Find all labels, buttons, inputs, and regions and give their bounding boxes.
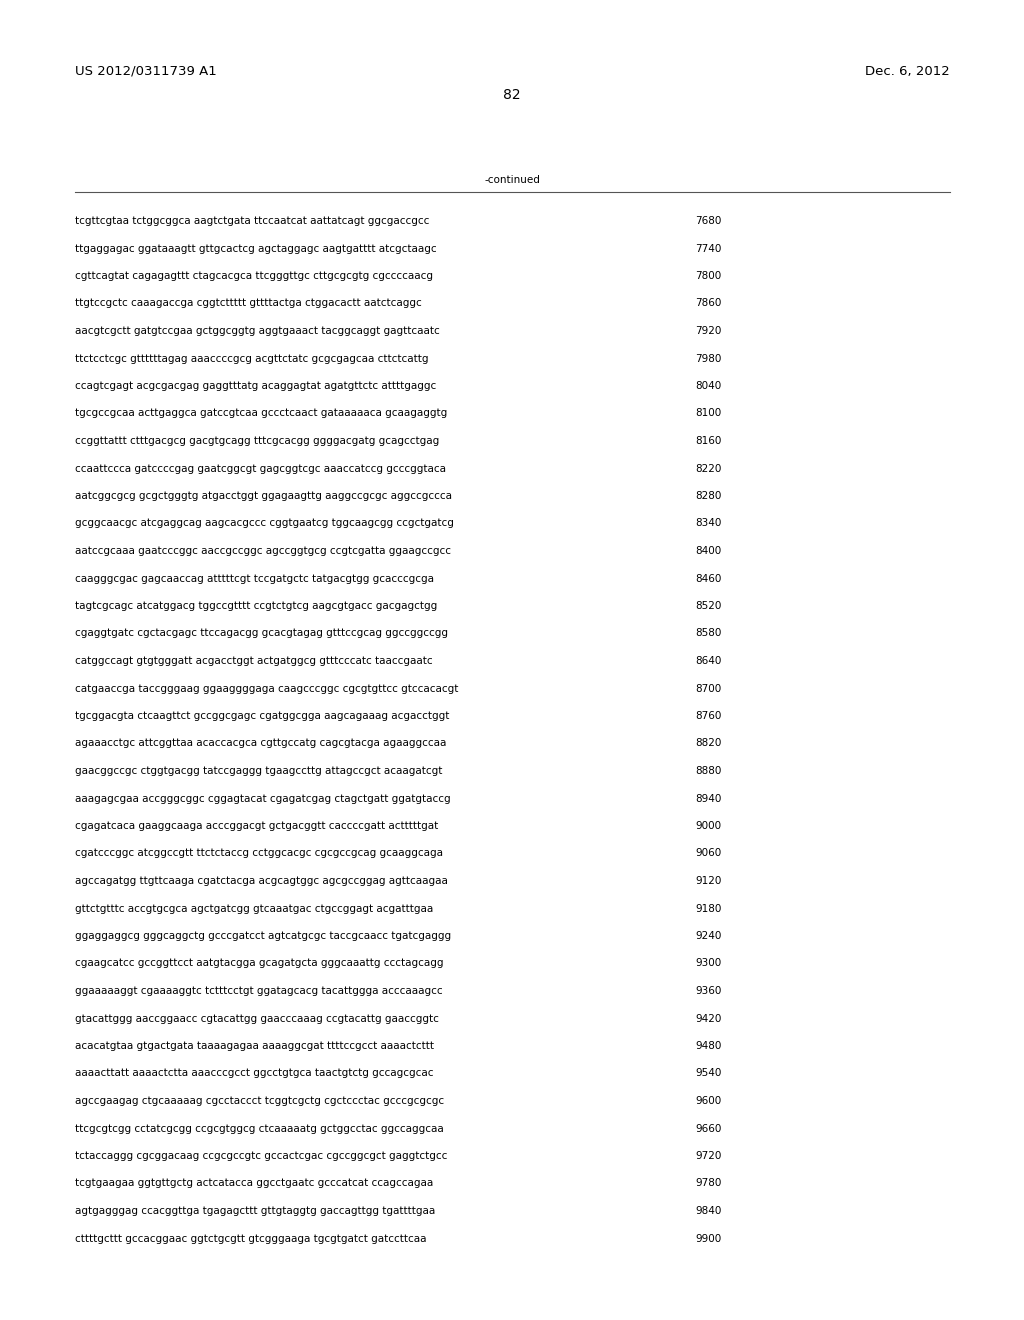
Text: agccagatgg ttgttcaaga cgatctacga acgcagtggc agcgccggag agttcaagaa: agccagatgg ttgttcaaga cgatctacga acgcagt… [75, 876, 447, 886]
Text: 9120: 9120 [695, 876, 721, 886]
Text: cgagatcaca gaaggcaaga acccggacgt gctgacggtt caccccgatt actttttgat: cgagatcaca gaaggcaaga acccggacgt gctgacg… [75, 821, 438, 832]
Text: 9240: 9240 [695, 931, 721, 941]
Text: 8340: 8340 [695, 519, 721, 528]
Text: ggaaaaaggt cgaaaaggtc tctttcctgt ggatagcacg tacattggga acccaaagcc: ggaaaaaggt cgaaaaggtc tctttcctgt ggatagc… [75, 986, 442, 997]
Text: tagtcgcagc atcatggacg tggccgtttt ccgtctgtcg aagcgtgacc gacgagctgg: tagtcgcagc atcatggacg tggccgtttt ccgtctg… [75, 601, 437, 611]
Text: agaaacctgc attcggttaa acaccacgca cgttgccatg cagcgtacga agaaggccaa: agaaacctgc attcggttaa acaccacgca cgttgcc… [75, 738, 446, 748]
Text: 7920: 7920 [695, 326, 721, 337]
Text: ccaattccca gatccccgag gaatcggcgt gagcggtcgc aaaccatccg gcccggtaca: ccaattccca gatccccgag gaatcggcgt gagcggt… [75, 463, 446, 474]
Text: gtacattggg aaccggaacc cgtacattgg gaacccaaag ccgtacattg gaaccggtc: gtacattggg aaccggaacc cgtacattgg gaaccca… [75, 1014, 439, 1023]
Text: aatccgcaaa gaatcccggc aaccgccggc agccggtgcg ccgtcgatta ggaagccgcc: aatccgcaaa gaatcccggc aaccgccggc agccggt… [75, 546, 451, 556]
Text: cgatcccggc atcggccgtt ttctctaccg cctggcacgc cgcgccgcag gcaaggcaga: cgatcccggc atcggccgtt ttctctaccg cctggca… [75, 849, 443, 858]
Text: 9360: 9360 [695, 986, 721, 997]
Text: 8940: 8940 [695, 793, 721, 804]
Text: 9660: 9660 [695, 1123, 721, 1134]
Text: 9720: 9720 [695, 1151, 721, 1162]
Text: 8880: 8880 [695, 766, 721, 776]
Text: cgaagcatcc gccggttcct aatgtacgga gcagatgcta gggcaaattg ccctagcagg: cgaagcatcc gccggttcct aatgtacgga gcagatg… [75, 958, 443, 969]
Text: catgaaccga taccgggaag ggaaggggaga caagcccggc cgcgtgttcc gtccacacgt: catgaaccga taccgggaag ggaaggggaga caagcc… [75, 684, 459, 693]
Text: agccgaagag ctgcaaaaag cgcctaccct tcggtcgctg cgctccctac gcccgcgcgc: agccgaagag ctgcaaaaag cgcctaccct tcggtcg… [75, 1096, 444, 1106]
Text: US 2012/0311739 A1: US 2012/0311739 A1 [75, 65, 217, 78]
Text: agtgagggag ccacggttga tgagagcttt gttgtaggtg gaccagttgg tgattttgaa: agtgagggag ccacggttga tgagagcttt gttgtag… [75, 1206, 435, 1216]
Text: ttcgcgtcgg cctatcgcgg ccgcgtggcg ctcaaaaatg gctggcctac ggccaggcaa: ttcgcgtcgg cctatcgcgg ccgcgtggcg ctcaaaa… [75, 1123, 443, 1134]
Text: gttctgtttc accgtgcgca agctgatcgg gtcaaatgac ctgccggagt acgatttgaa: gttctgtttc accgtgcgca agctgatcgg gtcaaat… [75, 903, 433, 913]
Text: 7800: 7800 [695, 271, 721, 281]
Text: 8040: 8040 [695, 381, 721, 391]
Text: 8580: 8580 [695, 628, 721, 639]
Text: tgcgccgcaa acttgaggca gatccgtcaa gccctcaact gataaaaaca gcaagaggtg: tgcgccgcaa acttgaggca gatccgtcaa gccctca… [75, 408, 447, 418]
Text: 8460: 8460 [695, 573, 721, 583]
Text: caagggcgac gagcaaccag atttttcgt tccgatgctc tatgacgtgg gcacccgcga: caagggcgac gagcaaccag atttttcgt tccgatgc… [75, 573, 434, 583]
Text: gcggcaacgc atcgaggcag aagcacgccc cggtgaatcg tggcaagcgg ccgctgatcg: gcggcaacgc atcgaggcag aagcacgccc cggtgaa… [75, 519, 454, 528]
Text: -continued: -continued [484, 176, 540, 185]
Text: 9900: 9900 [695, 1233, 721, 1243]
Text: cgaggtgatc cgctacgagc ttccagacgg gcacgtagag gtttccgcag ggccggccgg: cgaggtgatc cgctacgagc ttccagacgg gcacgta… [75, 628, 449, 639]
Text: cgttcagtat cagagagttt ctagcacgca ttcgggttgc cttgcgcgtg cgccccaacg: cgttcagtat cagagagttt ctagcacgca ttcgggt… [75, 271, 433, 281]
Text: catggccagt gtgtgggatt acgacctggt actgatggcg gtttcccatc taaccgaatc: catggccagt gtgtgggatt acgacctggt actgatg… [75, 656, 432, 667]
Text: 9180: 9180 [695, 903, 721, 913]
Text: 8160: 8160 [695, 436, 721, 446]
Text: 82: 82 [503, 88, 521, 102]
Text: tctaccaggg cgcggacaag ccgcgccgtc gccactcgac cgccggcgct gaggtctgcc: tctaccaggg cgcggacaag ccgcgccgtc gccactc… [75, 1151, 447, 1162]
Text: aacgtcgctt gatgtccgaa gctggcggtg aggtgaaact tacggcaggt gagttcaatc: aacgtcgctt gatgtccgaa gctggcggtg aggtgaa… [75, 326, 439, 337]
Text: 7680: 7680 [695, 216, 721, 226]
Text: Dec. 6, 2012: Dec. 6, 2012 [865, 65, 950, 78]
Text: ttgtccgctc caaagaccga cggtcttttt gttttactga ctggacactt aatctcaggc: ttgtccgctc caaagaccga cggtcttttt gttttac… [75, 298, 422, 309]
Text: ccggttattt ctttgacgcg gacgtgcagg tttcgcacgg ggggacgatg gcagcctgag: ccggttattt ctttgacgcg gacgtgcagg tttcgca… [75, 436, 439, 446]
Text: 8400: 8400 [695, 546, 721, 556]
Text: tgcggacgta ctcaagttct gccggcgagc cgatggcgga aagcagaaag acgacctggt: tgcggacgta ctcaagttct gccggcgagc cgatggc… [75, 711, 450, 721]
Text: 8220: 8220 [695, 463, 721, 474]
Text: acacatgtaa gtgactgata taaaagagaa aaaaggcgat ttttccgcct aaaactcttt: acacatgtaa gtgactgata taaaagagaa aaaaggc… [75, 1041, 434, 1051]
Text: 9480: 9480 [695, 1041, 721, 1051]
Text: 9600: 9600 [695, 1096, 721, 1106]
Text: 7980: 7980 [695, 354, 721, 363]
Text: 9780: 9780 [695, 1179, 721, 1188]
Text: 8100: 8100 [695, 408, 721, 418]
Text: cttttgcttt gccacggaac ggtctgcgtt gtcgggaaga tgcgtgatct gatccttcaa: cttttgcttt gccacggaac ggtctgcgtt gtcggga… [75, 1233, 427, 1243]
Text: 9840: 9840 [695, 1206, 721, 1216]
Text: ttctcctcgc gttttttagag aaaccccgcg acgttctatc gcgcgagcaa cttctcattg: ttctcctcgc gttttttagag aaaccccgcg acgttc… [75, 354, 428, 363]
Text: ttgaggagac ggataaagtt gttgcactcg agctaggagc aagtgatttt atcgctaagc: ttgaggagac ggataaagtt gttgcactcg agctagg… [75, 243, 436, 253]
Text: aaaacttatt aaaactctta aaacccgcct ggcctgtgca taactgtctg gccagcgcac: aaaacttatt aaaactctta aaacccgcct ggcctgt… [75, 1068, 433, 1078]
Text: 9000: 9000 [695, 821, 721, 832]
Text: 7860: 7860 [695, 298, 721, 309]
Text: 8640: 8640 [695, 656, 721, 667]
Text: 8820: 8820 [695, 738, 721, 748]
Text: aatcggcgcg gcgctgggtg atgacctggt ggagaagttg aaggccgcgc aggccgccca: aatcggcgcg gcgctgggtg atgacctggt ggagaag… [75, 491, 452, 502]
Text: ggaggaggcg gggcaggctg gcccgatcct agtcatgcgc taccgcaacc tgatcgaggg: ggaggaggcg gggcaggctg gcccgatcct agtcatg… [75, 931, 452, 941]
Text: 8760: 8760 [695, 711, 721, 721]
Text: 9060: 9060 [695, 849, 721, 858]
Text: gaacggccgc ctggtgacgg tatccgaggg tgaagccttg attagccgct acaagatcgt: gaacggccgc ctggtgacgg tatccgaggg tgaagcc… [75, 766, 442, 776]
Text: 8700: 8700 [695, 684, 721, 693]
Text: 8520: 8520 [695, 601, 721, 611]
Text: 7740: 7740 [695, 243, 721, 253]
Text: 9420: 9420 [695, 1014, 721, 1023]
Text: tcgttcgtaa tctggcggca aagtctgata ttccaatcat aattatcagt ggcgaccgcc: tcgttcgtaa tctggcggca aagtctgata ttccaat… [75, 216, 429, 226]
Text: 9300: 9300 [695, 958, 721, 969]
Text: ccagtcgagt acgcgacgag gaggtttatg acaggagtat agatgttctc attttgaggc: ccagtcgagt acgcgacgag gaggtttatg acaggag… [75, 381, 436, 391]
Text: 9540: 9540 [695, 1068, 721, 1078]
Text: 8280: 8280 [695, 491, 721, 502]
Text: tcgtgaagaa ggtgttgctg actcatacca ggcctgaatc gcccatcat ccagccagaa: tcgtgaagaa ggtgttgctg actcatacca ggcctga… [75, 1179, 433, 1188]
Text: aaagagcgaa accgggcggc cggagtacat cgagatcgag ctagctgatt ggatgtaccg: aaagagcgaa accgggcggc cggagtacat cgagatc… [75, 793, 451, 804]
